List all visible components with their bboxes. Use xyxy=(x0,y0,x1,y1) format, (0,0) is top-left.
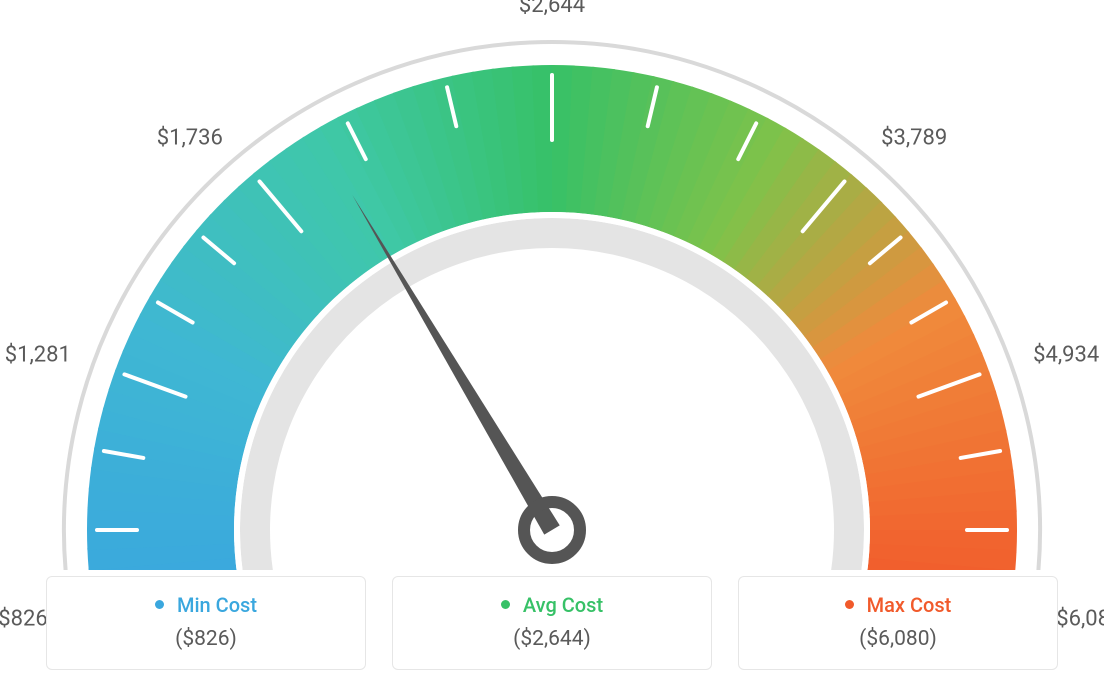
legend-card-avg: Avg Cost ($2,644) xyxy=(392,576,712,670)
gauge-chart: $826$1,281$1,736$2,644$3,789$4,934$6,080 xyxy=(0,0,1104,570)
legend-dot-min xyxy=(155,600,164,609)
legend-dot-avg xyxy=(501,600,510,609)
legend-value-min: ($826) xyxy=(47,627,365,651)
legend-title-max-text: Max Cost xyxy=(867,593,952,617)
legend-value-max: ($6,080) xyxy=(739,627,1057,651)
legend-row: Min Cost ($826) Avg Cost ($2,644) Max Co… xyxy=(0,576,1104,670)
legend-value-avg: ($2,644) xyxy=(393,627,711,651)
legend-title-avg-text: Avg Cost xyxy=(523,593,603,617)
legend-card-min: Min Cost ($826) xyxy=(46,576,366,670)
gauge-scale-label: $1,736 xyxy=(157,125,223,150)
gauge-scale-label: $2,644 xyxy=(519,0,585,18)
legend-title-avg: Avg Cost xyxy=(393,593,711,617)
legend-title-min-text: Min Cost xyxy=(177,593,257,617)
legend-dot-max xyxy=(845,600,854,609)
gauge-svg xyxy=(0,0,1104,570)
gauge-scale-label: $1,281 xyxy=(5,342,71,367)
gauge-scale-label: $4,934 xyxy=(1033,342,1099,367)
legend-title-max: Max Cost xyxy=(739,593,1057,617)
gauge-scale-label: $3,789 xyxy=(881,125,947,150)
legend-title-min: Min Cost xyxy=(47,593,365,617)
legend-card-max: Max Cost ($6,080) xyxy=(738,576,1058,670)
